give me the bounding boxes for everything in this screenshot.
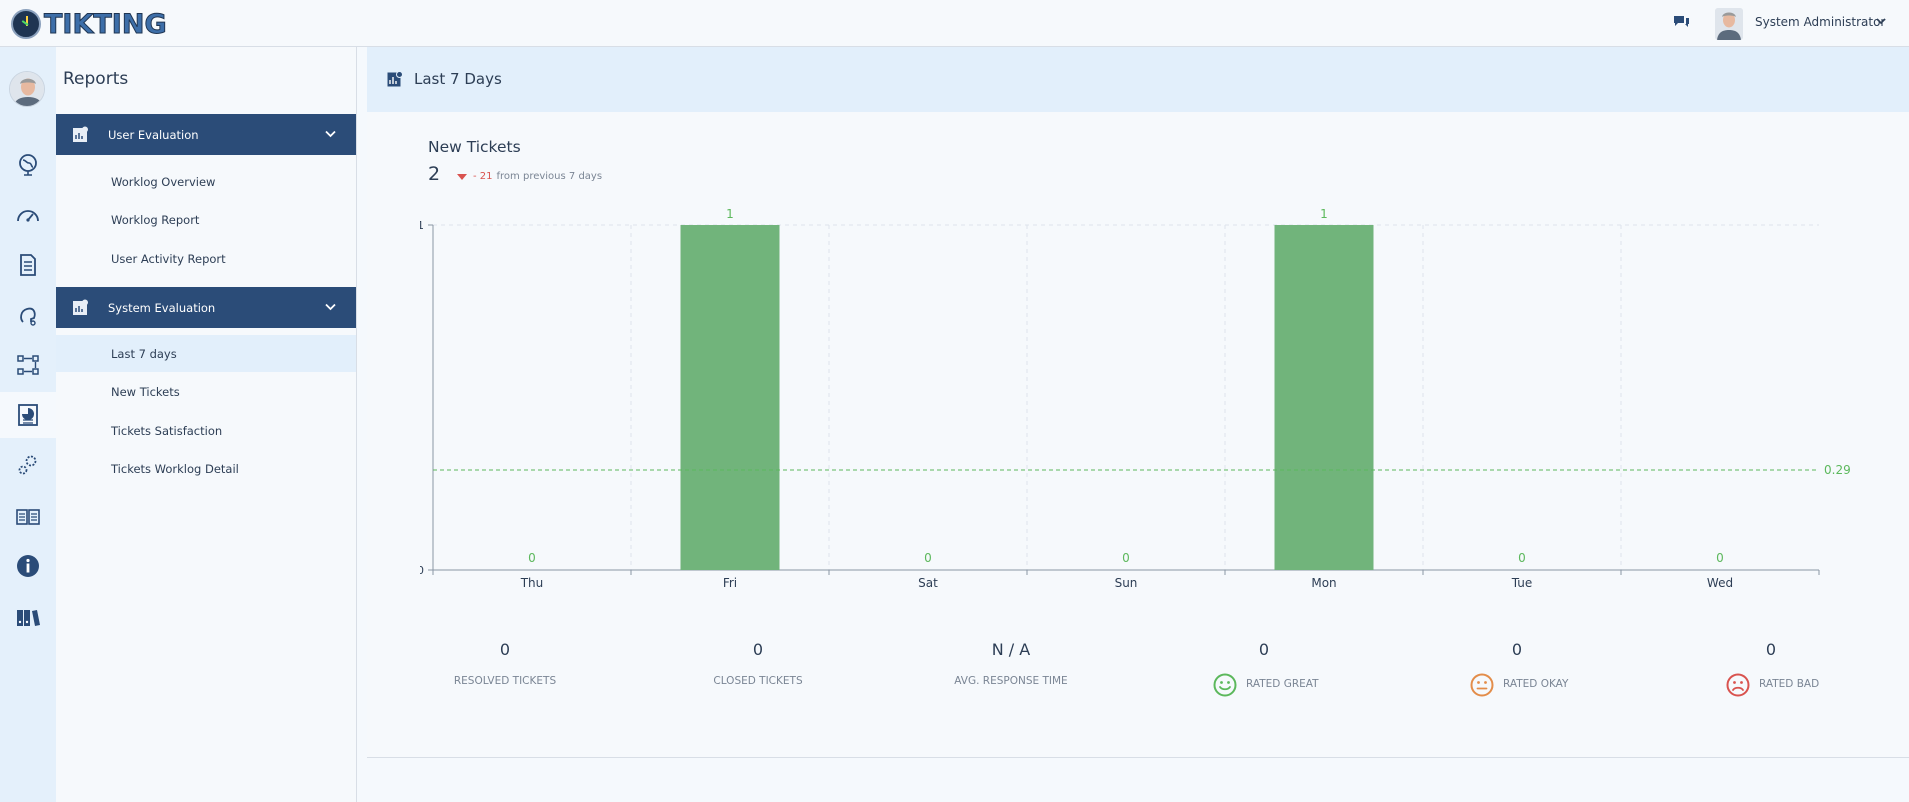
data-label: 0 xyxy=(528,551,536,565)
stat-label: RATED BAD xyxy=(1759,678,1820,690)
stat-label: RATED OKAY xyxy=(1503,678,1569,690)
stat-value: N / A xyxy=(991,640,1031,659)
rail-dashboard[interactable] xyxy=(0,192,56,238)
top-bar: TIKTING System Administrator xyxy=(0,0,1909,47)
data-label: 1 xyxy=(726,207,734,221)
chevron-down-icon xyxy=(325,303,336,311)
user-name[interactable]: System Administrator xyxy=(1755,15,1886,29)
metric-value: 2 xyxy=(428,163,441,185)
menu-item-worklog-overview[interactable]: Worklog Overview xyxy=(111,174,216,189)
x-tick-label: Thu xyxy=(520,576,544,590)
rail-knowledge[interactable] xyxy=(0,494,56,540)
metric-title: New Tickets xyxy=(428,138,521,156)
report-chart-icon xyxy=(387,71,403,87)
x-tick-label: Tue xyxy=(1511,576,1533,590)
menu-title: Reports xyxy=(63,69,129,89)
user-avatar[interactable] xyxy=(1715,8,1743,40)
x-tick-label: Wed xyxy=(1707,576,1733,590)
icon-rail xyxy=(0,47,56,802)
group-label: System Evaluation xyxy=(108,300,216,315)
stat-value: 0 xyxy=(1511,640,1523,659)
report-icon xyxy=(73,126,88,142)
rail-avatar[interactable] xyxy=(9,71,45,107)
menu-item-last-7-days[interactable]: Last 7 days xyxy=(56,335,356,372)
y-tick-label: 1 xyxy=(420,219,424,232)
new-tickets-bar-chart: 0 1 0 Thu 1 Fri 0 Sat 0 Sun 1 Mon 0 Tue 0 Wed 0.29 xyxy=(420,207,1851,590)
delta-value: - 21 xyxy=(473,171,493,182)
logo-text: TIKTING xyxy=(44,8,168,40)
stat-label: RATED GREAT xyxy=(1246,678,1319,690)
rail-settings[interactable] xyxy=(0,442,56,488)
rail-info[interactable] xyxy=(0,543,56,589)
bar-fri xyxy=(680,225,780,570)
chat-icon[interactable] xyxy=(1673,15,1690,29)
group-label: User Evaluation xyxy=(108,127,199,142)
report-card xyxy=(367,112,1909,758)
user-photo-icon xyxy=(10,72,44,106)
metric-delta: - 21 from previous 7 days xyxy=(457,171,602,182)
rail-library[interactable] xyxy=(0,595,56,641)
group-system-evaluation[interactable]: System Evaluation xyxy=(56,287,356,328)
average-label: 0.29 xyxy=(1824,463,1851,477)
support-agent-icon xyxy=(20,307,36,326)
globe-icon xyxy=(19,154,37,176)
menu-item-tickets-worklog-detail[interactable]: Tickets Worklog Detail xyxy=(111,461,239,476)
app-logo[interactable]: TIKTING xyxy=(11,8,168,40)
x-tick-label: Sun xyxy=(1115,576,1138,590)
rail-reports[interactable] xyxy=(0,392,56,438)
data-label: 0 xyxy=(1716,551,1724,565)
y-tick-label: 0 xyxy=(420,564,424,577)
report-chart-icon xyxy=(18,404,38,426)
info-icon xyxy=(17,555,39,577)
book-open-icon xyxy=(16,509,40,525)
user-photo-icon xyxy=(1715,8,1743,40)
group-user-evaluation[interactable]: User Evaluation xyxy=(56,114,356,155)
bar-mon xyxy=(1274,225,1374,570)
x-tick-label: Mon xyxy=(1311,576,1336,590)
data-label: 0 xyxy=(1122,551,1130,565)
delta-suffix: from previous 7 days xyxy=(496,171,603,182)
rail-globe[interactable] xyxy=(0,142,56,188)
data-label: 1 xyxy=(1320,207,1328,221)
chevron-down-icon[interactable] xyxy=(1876,17,1886,25)
workflow-icon xyxy=(17,355,39,375)
stat-value: 0 xyxy=(752,640,764,659)
stat-value: 0 xyxy=(499,640,511,659)
report-icon xyxy=(73,299,88,315)
gears-icon xyxy=(18,455,37,475)
x-tick-label: Fri xyxy=(723,576,737,590)
rail-tickets[interactable] xyxy=(0,242,56,288)
stat-value: 0 xyxy=(1765,640,1777,659)
stat-label: CLOSED TICKETS xyxy=(713,675,803,687)
x-tick-label: Sat xyxy=(918,576,938,590)
document-list-icon xyxy=(20,254,36,276)
stat-label: RESOLVED TICKETS xyxy=(453,675,557,687)
binders-icon xyxy=(17,610,40,626)
menu-item-new-tickets[interactable]: New Tickets xyxy=(111,384,180,399)
rail-workflow[interactable] xyxy=(0,342,56,388)
menu-item-worklog-report[interactable]: Worklog Report xyxy=(111,212,200,227)
data-label: 0 xyxy=(1518,551,1526,565)
content-header: Last 7 Days xyxy=(367,47,1909,112)
rail-support[interactable] xyxy=(0,292,56,338)
speedometer-icon xyxy=(17,210,39,222)
page-title: Last 7 Days xyxy=(414,70,502,88)
neutral-face-icon xyxy=(1470,673,1494,697)
menu-item-tickets-satisfaction[interactable]: Tickets Satisfaction xyxy=(111,423,223,438)
menu-item-user-activity-report[interactable]: User Activity Report xyxy=(111,251,226,266)
smile-face-icon xyxy=(1213,673,1237,697)
clock-logo-icon xyxy=(11,9,41,39)
stat-value: 0 xyxy=(1258,640,1270,659)
chevron-down-icon xyxy=(325,130,336,138)
sad-face-icon xyxy=(1726,673,1750,697)
data-label: 0 xyxy=(924,551,932,565)
reports-menu: Reports User Evaluation Worklog Overview… xyxy=(56,47,357,802)
stat-label: AVG. RESPONSE TIME xyxy=(954,675,1068,687)
triangle-down-icon xyxy=(457,173,467,180)
